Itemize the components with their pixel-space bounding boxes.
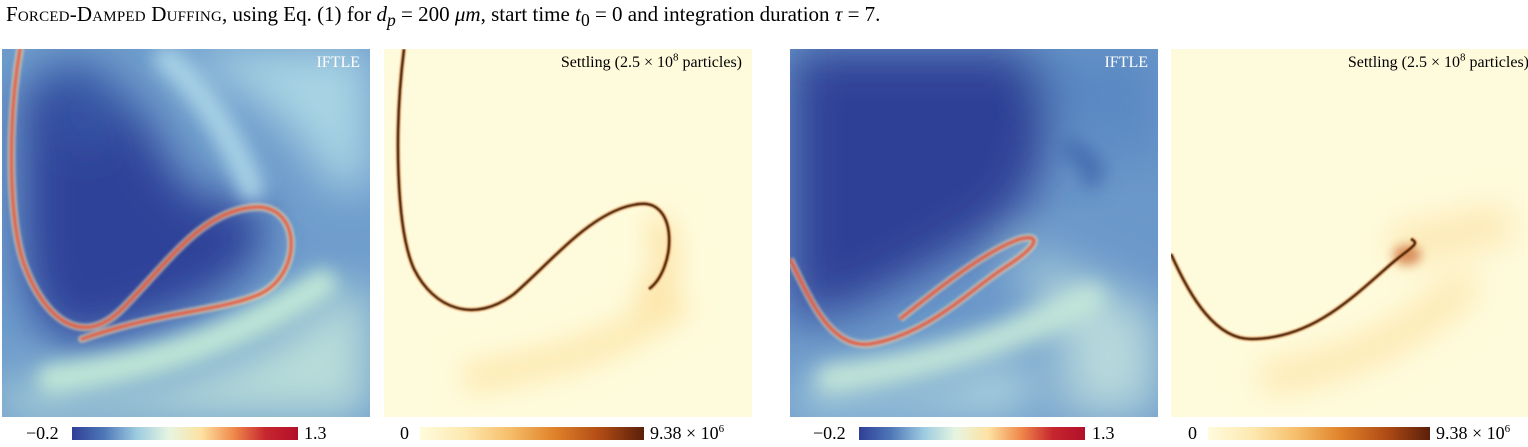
figure-caption: Forced-Damped Duffing, using Eq. (1) for… [6, 2, 1506, 31]
caption-text-1: , using Eq. (1) for [221, 2, 377, 26]
colorbar-4-max: 9.38 × 106 [1436, 423, 1511, 443]
caption-dp-unit: μm [454, 2, 481, 26]
iftle-panel-2: IFTLE [790, 49, 1158, 417]
iftle-field-2 [790, 49, 1158, 417]
caption-system-name: Forced-Damped Duffing [6, 2, 222, 26]
colorbar-2 [420, 427, 644, 440]
settling-field-2 [1171, 49, 1528, 417]
caption-dp-var: d [376, 2, 388, 26]
colorbar-3 [859, 427, 1085, 440]
settling-panel-1: Settling (2.5 × 108 particles) [384, 49, 752, 417]
settling-field-1 [384, 49, 752, 417]
panel-4-title: Settling (2.5 × 108 particles) [1347, 51, 1528, 71]
colorbar-4-min: 0 [1188, 423, 1197, 443]
caption-t-sub: 0 [580, 10, 590, 31]
colorbar-1-min: −0.2 [26, 423, 59, 443]
iftle-panel-1: IFTLE [2, 49, 370, 417]
caption-dp-eq: = 200 [395, 2, 455, 26]
colorbar-3-min: −0.2 [813, 423, 846, 443]
panel-1-title: IFTLE [316, 54, 360, 71]
colorbar-4 [1208, 427, 1430, 440]
caption-tau-var: τ [834, 2, 843, 26]
panel-2-title: Settling (2.5 × 108 particles) [560, 51, 742, 71]
caption-t-var: t [575, 2, 581, 26]
panel-3-title: IFTLE [1104, 54, 1148, 71]
iftle-field-1 [2, 49, 370, 417]
caption-dp-sub: p [387, 10, 396, 31]
caption-tau-eq: = 7. [842, 2, 881, 26]
colorbar-1-max: 1.3 [304, 423, 327, 443]
colorbar-1 [72, 427, 298, 440]
caption-t-eq: = 0 and integration duration [589, 2, 835, 26]
colorbar-2-min: 0 [400, 423, 409, 443]
settling-panel-2: Settling (2.5 × 108 particles) [1171, 49, 1528, 417]
caption-text-2: , start time [480, 2, 576, 26]
colorbar-2-max: 9.38 × 106 [650, 423, 725, 443]
colorbar-3-max: 1.3 [1092, 423, 1115, 443]
